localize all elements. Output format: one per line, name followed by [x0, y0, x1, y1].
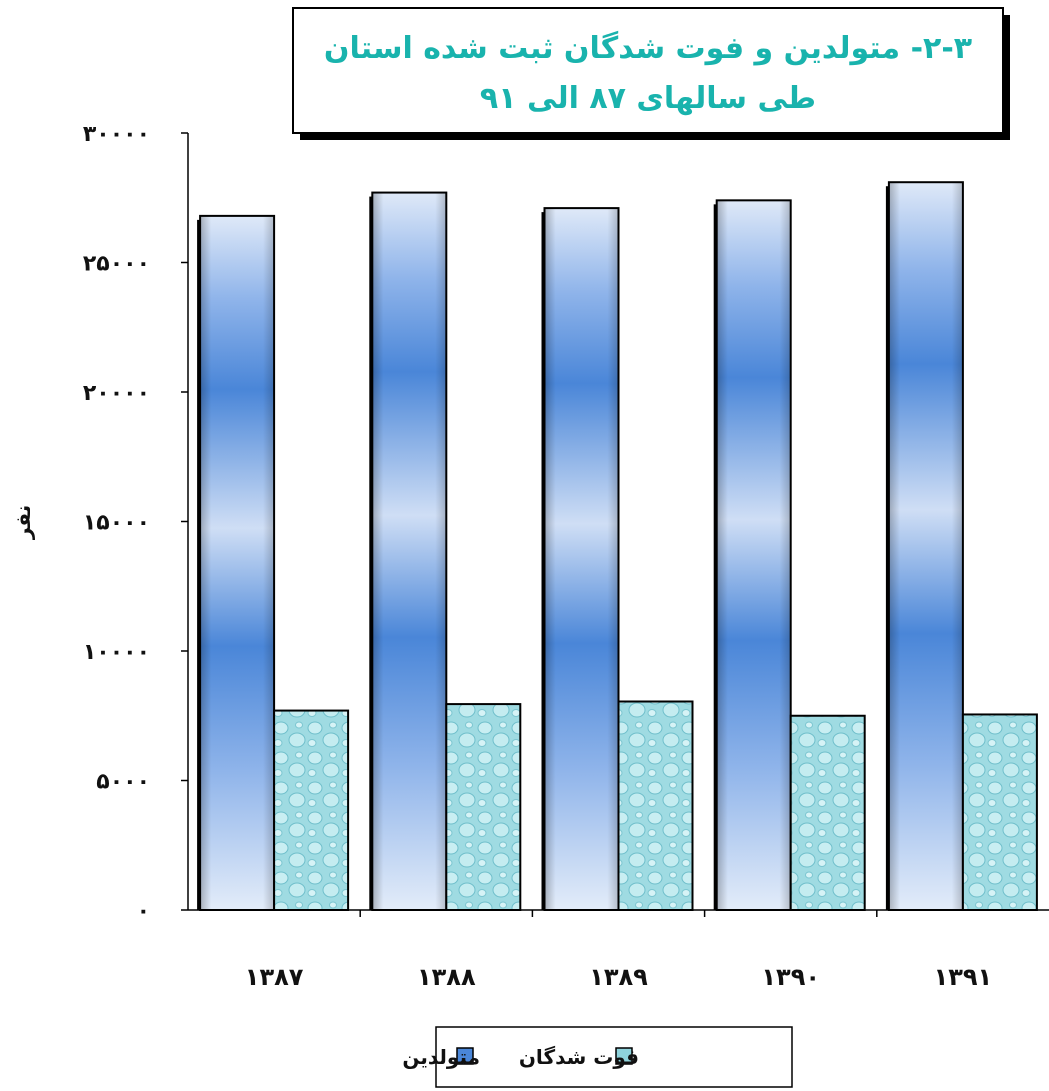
bar-deaths	[789, 714, 866, 911]
title-box	[292, 7, 1004, 134]
x-tick-label: ۱۳۸۸	[417, 963, 476, 991]
legend-box	[435, 1026, 793, 1088]
bar-deaths	[273, 709, 350, 911]
legend-label-births: متولدین	[402, 1045, 480, 1069]
y-axis-ticks: ۰ ۵۰۰۰ ۱۰۰۰۰ ۱۵۰۰۰ ۲۰۰۰۰ ۲۵۰۰۰ ۳۰۰۰۰	[83, 122, 188, 924]
legend-item-deaths: فوت شدگان	[519, 1045, 639, 1069]
legend-item-births: متولدین	[402, 1045, 480, 1069]
legend: متولدین فوت شدگان	[402, 1026, 793, 1088]
bar-deaths	[961, 713, 1038, 912]
bar-births-shade	[372, 192, 447, 910]
y-tick-label: ۱۵۰۰۰	[83, 511, 150, 536]
bar-births-shade	[888, 182, 963, 910]
chart-title-line-1: ۲-۳- متولدین و فوت شدگان ثبت شده استان	[324, 30, 972, 66]
bar-deaths	[617, 700, 694, 911]
bars	[197, 181, 1038, 912]
legend-swatch-deaths	[615, 1047, 633, 1065]
bar-deaths	[445, 703, 522, 911]
y-tick-label: ۲۵۰۰۰	[83, 252, 150, 277]
x-tick-label: ۱۳۹۰	[761, 963, 820, 991]
legend-label-deaths: فوت شدگان	[519, 1045, 639, 1069]
chart-title-line-2: طی سالهای ۸۷ الی ۹۱	[480, 81, 816, 116]
x-tick-label: ۱۳۸۷	[245, 963, 304, 991]
bar-births-shade	[544, 208, 619, 911]
y-tick-label: ۰	[137, 899, 150, 924]
y-tick-label: ۵۰۰۰	[96, 770, 150, 795]
y-tick-label: ۲۰۰۰۰	[83, 381, 150, 406]
bar-births-shade	[200, 215, 275, 910]
y-tick-label: ۳۰۰۰۰	[83, 122, 150, 147]
x-axis-labels: ۱۳۸۷ ۱۳۸۸ ۱۳۸۹ ۱۳۹۰ ۱۳۹۱	[245, 963, 992, 991]
chart-title: ۲-۳- متولدین و فوت شدگان ثبت شده استان ط…	[292, 7, 1010, 140]
y-tick-label: ۱۰۰۰۰	[83, 640, 150, 665]
x-tick-label: ۱۳۹۱	[934, 963, 993, 991]
legend-swatch-births	[456, 1047, 474, 1065]
x-tick-label: ۱۳۸۹	[589, 963, 648, 991]
bar-births-shade	[716, 200, 791, 911]
x-axis-ticks	[359, 910, 878, 917]
y-axis-label: نفر	[11, 505, 35, 540]
